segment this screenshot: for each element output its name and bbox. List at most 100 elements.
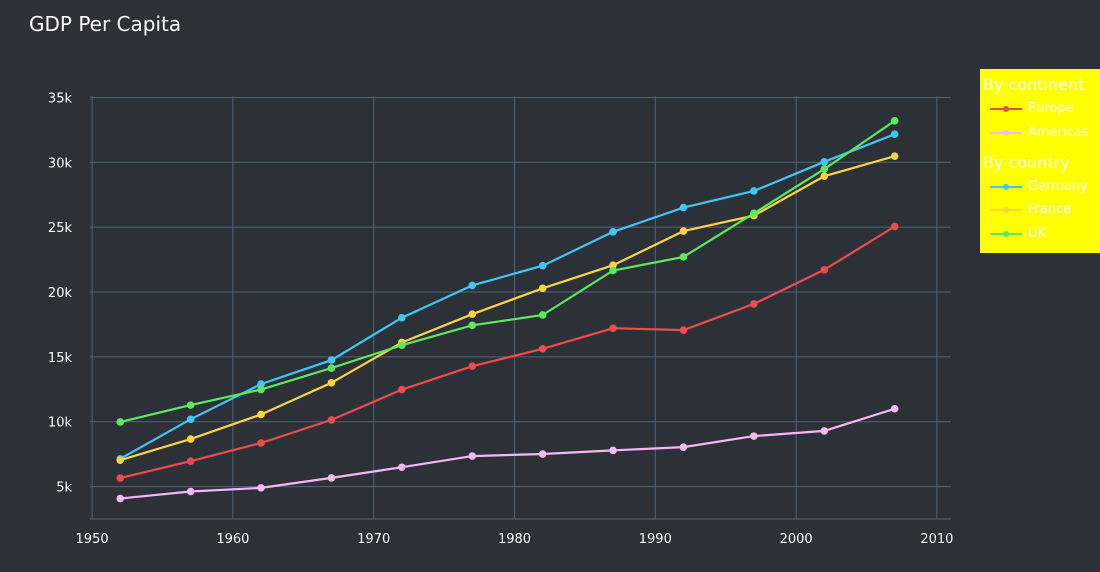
data-point-europe[interactable] — [116, 474, 125, 482]
data-point-americas[interactable] — [116, 494, 125, 503]
series-germany — [116, 130, 899, 463]
data-point-uk[interactable] — [609, 266, 617, 275]
data-point-france[interactable] — [890, 152, 899, 161]
data-point-europe[interactable] — [468, 362, 477, 371]
legend-label-europe: Europe — [1028, 101, 1074, 116]
data-point-france[interactable] — [257, 410, 265, 419]
data-point-europe[interactable] — [398, 385, 406, 394]
data-point-americas[interactable] — [327, 474, 336, 482]
data-point-uk[interactable] — [186, 401, 195, 409]
data-point-europe[interactable] — [890, 222, 899, 231]
grid-lines — [90, 96, 951, 520]
x-tick-label: 2000 — [780, 532, 813, 547]
series-americas — [116, 404, 899, 503]
data-point-europe[interactable] — [186, 457, 195, 465]
data-point-americas[interactable] — [257, 484, 265, 492]
x-tick-label: 1990 — [639, 532, 672, 547]
legend-group-title-country: By country — [983, 153, 1070, 172]
y-tick-label: 30k — [48, 156, 73, 171]
data-point-france[interactable] — [820, 172, 829, 180]
y-tick-label: 5k — [56, 481, 72, 496]
data-point-uk[interactable] — [468, 321, 477, 330]
data-point-americas[interactable] — [679, 443, 688, 451]
legend-swatch-germany — [990, 184, 1022, 190]
legend-swatch-americas — [990, 130, 1022, 136]
data-point-uk[interactable] — [257, 385, 265, 394]
y-tick-label: 10k — [48, 416, 73, 431]
data-point-americas[interactable] — [538, 450, 547, 458]
data-point-uk[interactable] — [116, 418, 125, 426]
series-lines — [116, 117, 899, 503]
x-tick-label: 1970 — [357, 532, 390, 547]
data-point-uk[interactable] — [890, 117, 899, 125]
data-point-germany[interactable] — [750, 187, 758, 195]
chart-title: GDP Per Capita — [29, 12, 182, 36]
legend-swatch-uk — [990, 231, 1022, 237]
data-point-germany[interactable] — [609, 228, 617, 236]
series-line-germany — [119, 133, 896, 460]
legend-group-title-continent: By continent — [983, 75, 1085, 94]
data-point-uk[interactable] — [679, 253, 688, 261]
data-point-germany[interactable] — [538, 261, 547, 270]
series-line-uk — [119, 119, 896, 424]
series-line-france — [119, 155, 896, 462]
data-point-france[interactable] — [468, 310, 477, 318]
data-point-americas[interactable] — [398, 463, 406, 472]
series-line-europe — [119, 225, 896, 480]
data-point-france[interactable] — [538, 284, 547, 293]
data-point-americas[interactable] — [609, 446, 617, 455]
x-axis-ticks: 1950 1960 1970 1980 1990 2000 2010 — [76, 532, 954, 547]
legend-label-france: France — [1028, 202, 1072, 217]
data-point-germany[interactable] — [820, 157, 829, 166]
data-point-germany[interactable] — [186, 415, 195, 424]
series-europe — [116, 222, 899, 482]
data-point-europe[interactable] — [820, 266, 829, 274]
data-point-germany[interactable] — [890, 130, 899, 138]
data-point-europe[interactable] — [750, 300, 758, 308]
data-point-france[interactable] — [116, 456, 125, 465]
y-tick-label: 15k — [48, 351, 73, 366]
data-point-france[interactable] — [609, 261, 617, 269]
x-tick-label: 1980 — [498, 532, 531, 547]
data-point-uk[interactable] — [820, 165, 829, 173]
y-tick-label: 35k — [48, 91, 73, 106]
legend-label-uk: UK — [1028, 226, 1047, 241]
data-point-germany[interactable] — [398, 313, 406, 322]
y-tick-label: 25k — [48, 221, 73, 236]
data-point-france[interactable] — [327, 379, 336, 387]
data-point-france[interactable] — [679, 227, 688, 235]
legend-label-germany: Germany — [1028, 179, 1088, 194]
x-tick-label: 1950 — [76, 532, 109, 547]
data-point-americas[interactable] — [820, 427, 829, 435]
data-point-uk[interactable] — [750, 209, 758, 218]
data-point-europe[interactable] — [679, 326, 688, 334]
y-axis-ticks: 5k 10k 15k 20k 25k 30k 35k — [48, 91, 73, 495]
data-point-uk[interactable] — [327, 364, 336, 372]
series-line-americas — [120, 407, 896, 500]
data-point-germany[interactable] — [327, 356, 336, 364]
x-tick-label: 2010 — [920, 532, 953, 547]
data-point-france[interactable] — [186, 435, 195, 443]
y-tick-label: 20k — [48, 286, 73, 301]
x-tick-label: 1960 — [216, 532, 249, 547]
data-point-americas[interactable] — [750, 432, 758, 440]
series-france — [116, 152, 899, 465]
legend-label-americas: Americas — [1028, 125, 1089, 140]
data-point-europe[interactable] — [327, 416, 336, 424]
data-point-uk[interactable] — [398, 341, 406, 349]
data-point-europe[interactable] — [609, 324, 617, 333]
data-point-germany[interactable] — [257, 380, 265, 388]
data-point-europe[interactable] — [538, 345, 547, 353]
data-point-germany[interactable] — [679, 203, 688, 212]
data-point-americas[interactable] — [186, 487, 195, 496]
series-uk — [116, 117, 899, 426]
data-point-europe[interactable] — [257, 439, 265, 447]
legend: By continent Europe Americas By country … — [980, 69, 1100, 253]
legend-swatch-europe — [990, 106, 1022, 112]
data-point-germany[interactable] — [468, 281, 477, 290]
data-point-americas[interactable] — [890, 404, 899, 413]
data-point-americas[interactable] — [468, 452, 477, 460]
legend-swatch-france — [990, 207, 1022, 213]
data-point-uk[interactable] — [538, 311, 547, 319]
